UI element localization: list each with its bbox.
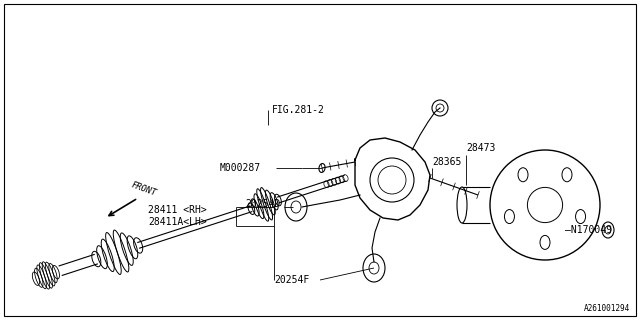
Text: 28411A<LH>: 28411A<LH> bbox=[148, 217, 207, 227]
Text: A261001294: A261001294 bbox=[584, 304, 630, 313]
Text: FIG.281-2: FIG.281-2 bbox=[272, 105, 325, 115]
Text: 28411 <RH>: 28411 <RH> bbox=[148, 205, 207, 215]
Text: M000287: M000287 bbox=[220, 163, 261, 173]
Text: —N170049: —N170049 bbox=[565, 225, 612, 235]
Text: 20254D: 20254D bbox=[245, 199, 280, 209]
Text: 20254F: 20254F bbox=[274, 275, 309, 285]
Text: 28473: 28473 bbox=[466, 143, 495, 153]
Text: FRONT: FRONT bbox=[130, 180, 157, 198]
Text: 28365: 28365 bbox=[432, 157, 461, 167]
